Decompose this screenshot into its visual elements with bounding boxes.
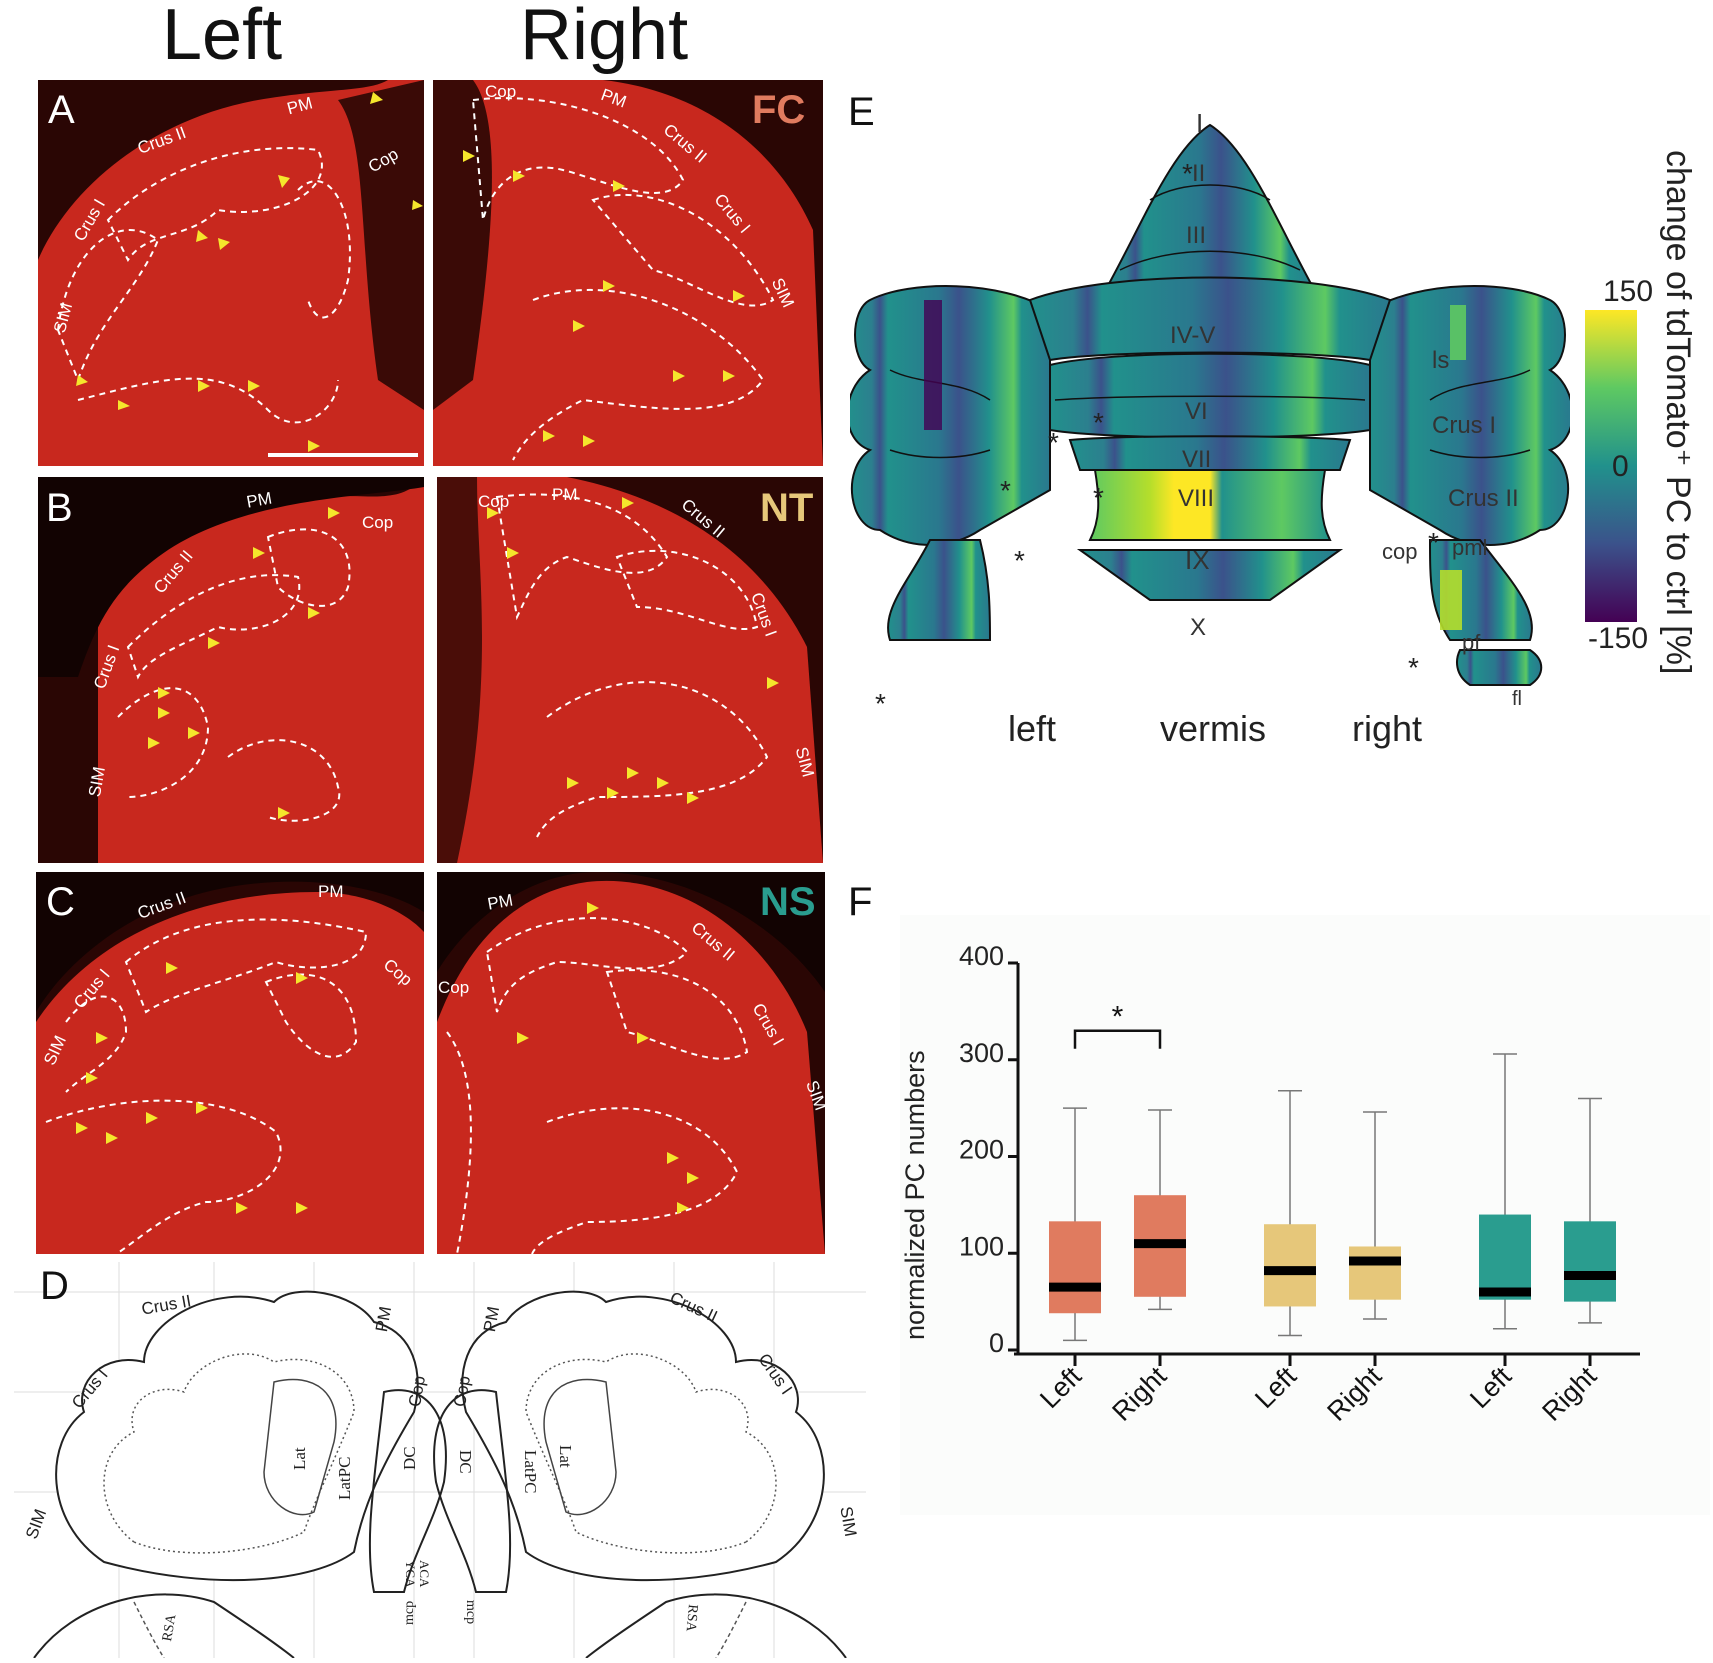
atlas-diagram — [14, 1262, 866, 1659]
significance-asterisk: * — [1014, 545, 1025, 576]
colorbar-title: change of tdTomato⁺ PC to ctrl [%] — [1659, 150, 1697, 675]
region-label-cop: Cop — [478, 492, 510, 511]
panel-letter-e: E — [848, 90, 875, 134]
atlas-label-dc: DC — [456, 1450, 475, 1474]
colorbar — [1585, 310, 1637, 622]
atlas-label-lat: Lat — [556, 1445, 575, 1468]
atlas-label-latpc: LatPC — [335, 1456, 354, 1500]
region-label-pm: PM — [552, 485, 578, 504]
colorbar-max-label: 150 — [1603, 275, 1654, 308]
lobule-label-viii: VIII — [1178, 485, 1215, 512]
atlas-label-latpc: LatPC — [521, 1450, 540, 1494]
micrograph-b-left — [38, 477, 424, 863]
hemisphere-label-crus-ii: Crus II — [1448, 485, 1519, 512]
significance-asterisk: * — [1048, 427, 1059, 458]
colorbar-mid-label: 0 — [1612, 450, 1629, 483]
panel-letter-c: C — [46, 880, 75, 924]
panel-letter-d: D — [40, 1264, 69, 1308]
micrograph-c-right — [437, 872, 825, 1254]
significance-asterisk: * — [1093, 482, 1104, 513]
y-tick-label: 400 — [959, 941, 1004, 971]
atlas-label-dc: DC — [400, 1446, 419, 1470]
micrograph-a-left — [38, 80, 424, 466]
lobule-label-ii: II — [1192, 160, 1206, 187]
lobule-label-x: X — [1190, 614, 1207, 641]
significance-asterisk: * — [1428, 527, 1439, 558]
significance-asterisk: * — [1408, 652, 1419, 683]
micrograph-c-left — [36, 872, 424, 1254]
region-label-pm: PM — [318, 882, 344, 901]
axis-label-vermis: vermis — [1160, 708, 1266, 749]
significance-asterisk: * — [875, 688, 886, 719]
box-iqr — [1049, 1221, 1101, 1314]
atlas-label-aca: ACA — [417, 1560, 432, 1588]
panel-letter-f: F — [848, 880, 873, 924]
y-tick-label: 300 — [959, 1038, 1004, 1068]
lobule-label-vii: VII — [1182, 446, 1212, 473]
hemisphere-label-pml: pml — [1452, 535, 1488, 560]
lobule-label-iv-v: IV-V — [1170, 322, 1216, 349]
panel-letter-a: A — [48, 88, 75, 132]
atlas-label-lat: Lat — [290, 1447, 309, 1470]
micrograph-a-right-svg — [433, 80, 823, 466]
significance-asterisk: * — [1000, 475, 1011, 506]
group-label-nt: NT — [760, 486, 814, 530]
lobule-label-vi: VI — [1185, 398, 1208, 425]
lobule-label-ix: IX — [1185, 545, 1210, 575]
region-label-cop: Cop — [485, 82, 517, 101]
panel-letter-b: B — [46, 486, 73, 530]
right-column-header: Right — [520, 0, 689, 75]
axis-label-right: right — [1352, 708, 1423, 749]
micrograph-b-left-svg — [38, 477, 424, 863]
significance-marker: * — [1112, 1001, 1124, 1034]
lobule-label-i: I — [1196, 108, 1204, 138]
atlas-label-rsa: RSA — [682, 1603, 700, 1633]
hemisphere-label-fl: fl — [1512, 688, 1522, 710]
hemisphere-label-crus-i: Crus I — [1432, 412, 1497, 439]
box-iqr — [1264, 1224, 1316, 1307]
box-iqr — [1479, 1214, 1531, 1300]
atlas-label-mcp: mcp — [402, 1600, 417, 1625]
group-label-ns: NS — [760, 880, 816, 924]
significance-bracket — [1073, 1029, 1162, 1049]
micrograph-a-left-svg — [38, 80, 424, 466]
axis-label-left: left — [1008, 708, 1057, 749]
y-tick-label: 100 — [959, 1231, 1004, 1261]
group-label-fc: FC — [752, 88, 806, 132]
hemisphere-label-pf: pf — [1462, 630, 1481, 655]
micrograph-a-right — [433, 80, 823, 466]
y-tick-label: 0 — [989, 1328, 1004, 1358]
micrograph-c-right-svg — [437, 872, 825, 1254]
lobule-label-iii: III — [1186, 222, 1207, 249]
atlas-label-mcp: mcp — [463, 1600, 478, 1625]
significance-asterisk: * — [1182, 158, 1193, 189]
y-tick-label: 200 — [959, 1135, 1004, 1165]
box-iqr — [1564, 1221, 1616, 1302]
atlas-diagram-svg — [14, 1262, 866, 1659]
cerebellum-flatmap — [850, 123, 1570, 686]
colorbar-min-label: -150 — [1588, 622, 1649, 655]
significance-asterisk: * — [1093, 407, 1104, 438]
micrograph-b-right-svg — [437, 477, 823, 863]
region-label-cop: Cop — [362, 513, 394, 532]
micrograph-c-left-svg — [36, 872, 424, 1254]
region-label-cop: Cop — [438, 978, 470, 997]
hemisphere-label-cop: cop — [1382, 539, 1418, 564]
hemisphere-label-ls: ls — [1432, 347, 1450, 374]
left-column-header: Left — [162, 0, 283, 75]
box-iqr — [1349, 1246, 1401, 1300]
y-axis-label: normalized PC numbers — [900, 1050, 930, 1340]
micrograph-b-right — [437, 477, 823, 863]
